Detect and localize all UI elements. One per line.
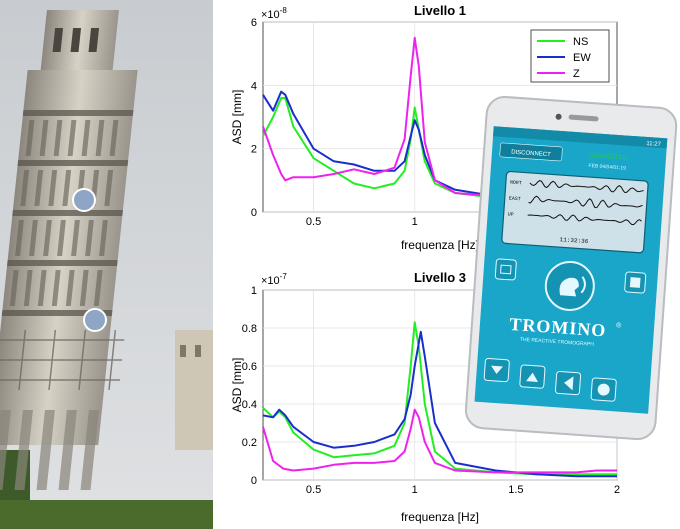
voice-icon[interactable] bbox=[544, 260, 595, 311]
tromino-phone: 11:27 DISCONNECT CONNECTED FEB 04/04/01:… bbox=[464, 96, 678, 441]
connected-status: CONNECTED bbox=[589, 153, 628, 162]
status-time: 11:27 bbox=[646, 141, 662, 148]
x-tick-label: 0.5 bbox=[306, 484, 321, 496]
legend-ns: NS bbox=[573, 36, 588, 48]
x-tick-label: 1.5 bbox=[508, 484, 523, 496]
chart-2-xlabel: frequenza [Hz] bbox=[401, 510, 479, 524]
trace-label-east: EAST bbox=[509, 195, 521, 202]
connected-date: FEB 04/04/01:19 bbox=[588, 163, 626, 172]
trace-time: 11:32:36 bbox=[559, 236, 589, 245]
legend-z: Z bbox=[573, 68, 580, 80]
disconnect-button[interactable] bbox=[499, 142, 563, 162]
y-tick-label: 0.2 bbox=[242, 437, 257, 449]
arrow-left-icon[interactable] bbox=[554, 370, 582, 396]
disconnect-label: DISCONNECT bbox=[511, 150, 551, 159]
brand-registered: ® bbox=[616, 321, 623, 329]
circle-icon[interactable] bbox=[590, 377, 617, 402]
y-tick-label: 4 bbox=[251, 80, 257, 92]
x-tick-label: 1 bbox=[412, 484, 418, 496]
x-tick-label: 0.5 bbox=[306, 216, 321, 228]
series-z-line bbox=[262, 408, 617, 474]
trace-label-up: UP bbox=[507, 211, 513, 217]
y-tick-label: 0 bbox=[251, 475, 257, 487]
stop-icon[interactable] bbox=[624, 271, 647, 294]
chart-2-exponent: ×10-7 bbox=[261, 272, 287, 287]
seismo-trace bbox=[527, 214, 642, 226]
sensor-marker-level-3 bbox=[72, 188, 96, 212]
tower-photo bbox=[0, 0, 213, 529]
arrow-down-icon[interactable] bbox=[483, 357, 510, 383]
y-tick-label: 0.4 bbox=[242, 399, 257, 411]
chart-1-title: Livello 1 bbox=[414, 3, 466, 18]
y-tick-label: 0.6 bbox=[242, 361, 257, 373]
record-icon[interactable] bbox=[494, 258, 517, 281]
trace-label-north: NORT bbox=[510, 180, 522, 187]
chart-1-exponent: ×10-8 bbox=[261, 6, 287, 21]
x-tick-label: 2 bbox=[614, 484, 620, 496]
arrow-up-icon[interactable] bbox=[519, 364, 546, 389]
y-tick-label: 0 bbox=[251, 207, 257, 219]
legend-ew: EW bbox=[573, 52, 591, 64]
seismo-trace bbox=[528, 195, 643, 209]
seismo-trace bbox=[529, 180, 644, 193]
y-tick-label: 1 bbox=[251, 285, 257, 297]
chart-1-xlabel: frequenza [Hz] bbox=[401, 238, 479, 252]
y-tick-label: 2 bbox=[251, 144, 257, 156]
x-tick-label: 1 bbox=[412, 216, 418, 228]
chart-1-ylabel: ASD [mm] bbox=[230, 90, 244, 145]
chart-2-ylabel: ASD [mm] bbox=[230, 358, 244, 413]
y-tick-label: 0.8 bbox=[242, 323, 257, 335]
chart-2-title: Livello 3 bbox=[414, 270, 466, 285]
brand-tagline: THE REACTIVE TROMOGRAPH bbox=[520, 337, 595, 348]
y-tick-label: 6 bbox=[251, 17, 257, 29]
series-ew-line bbox=[262, 330, 617, 478]
sensor-marker-level-1 bbox=[83, 308, 107, 332]
chart-1-legend: NS EW Z bbox=[530, 29, 610, 83]
